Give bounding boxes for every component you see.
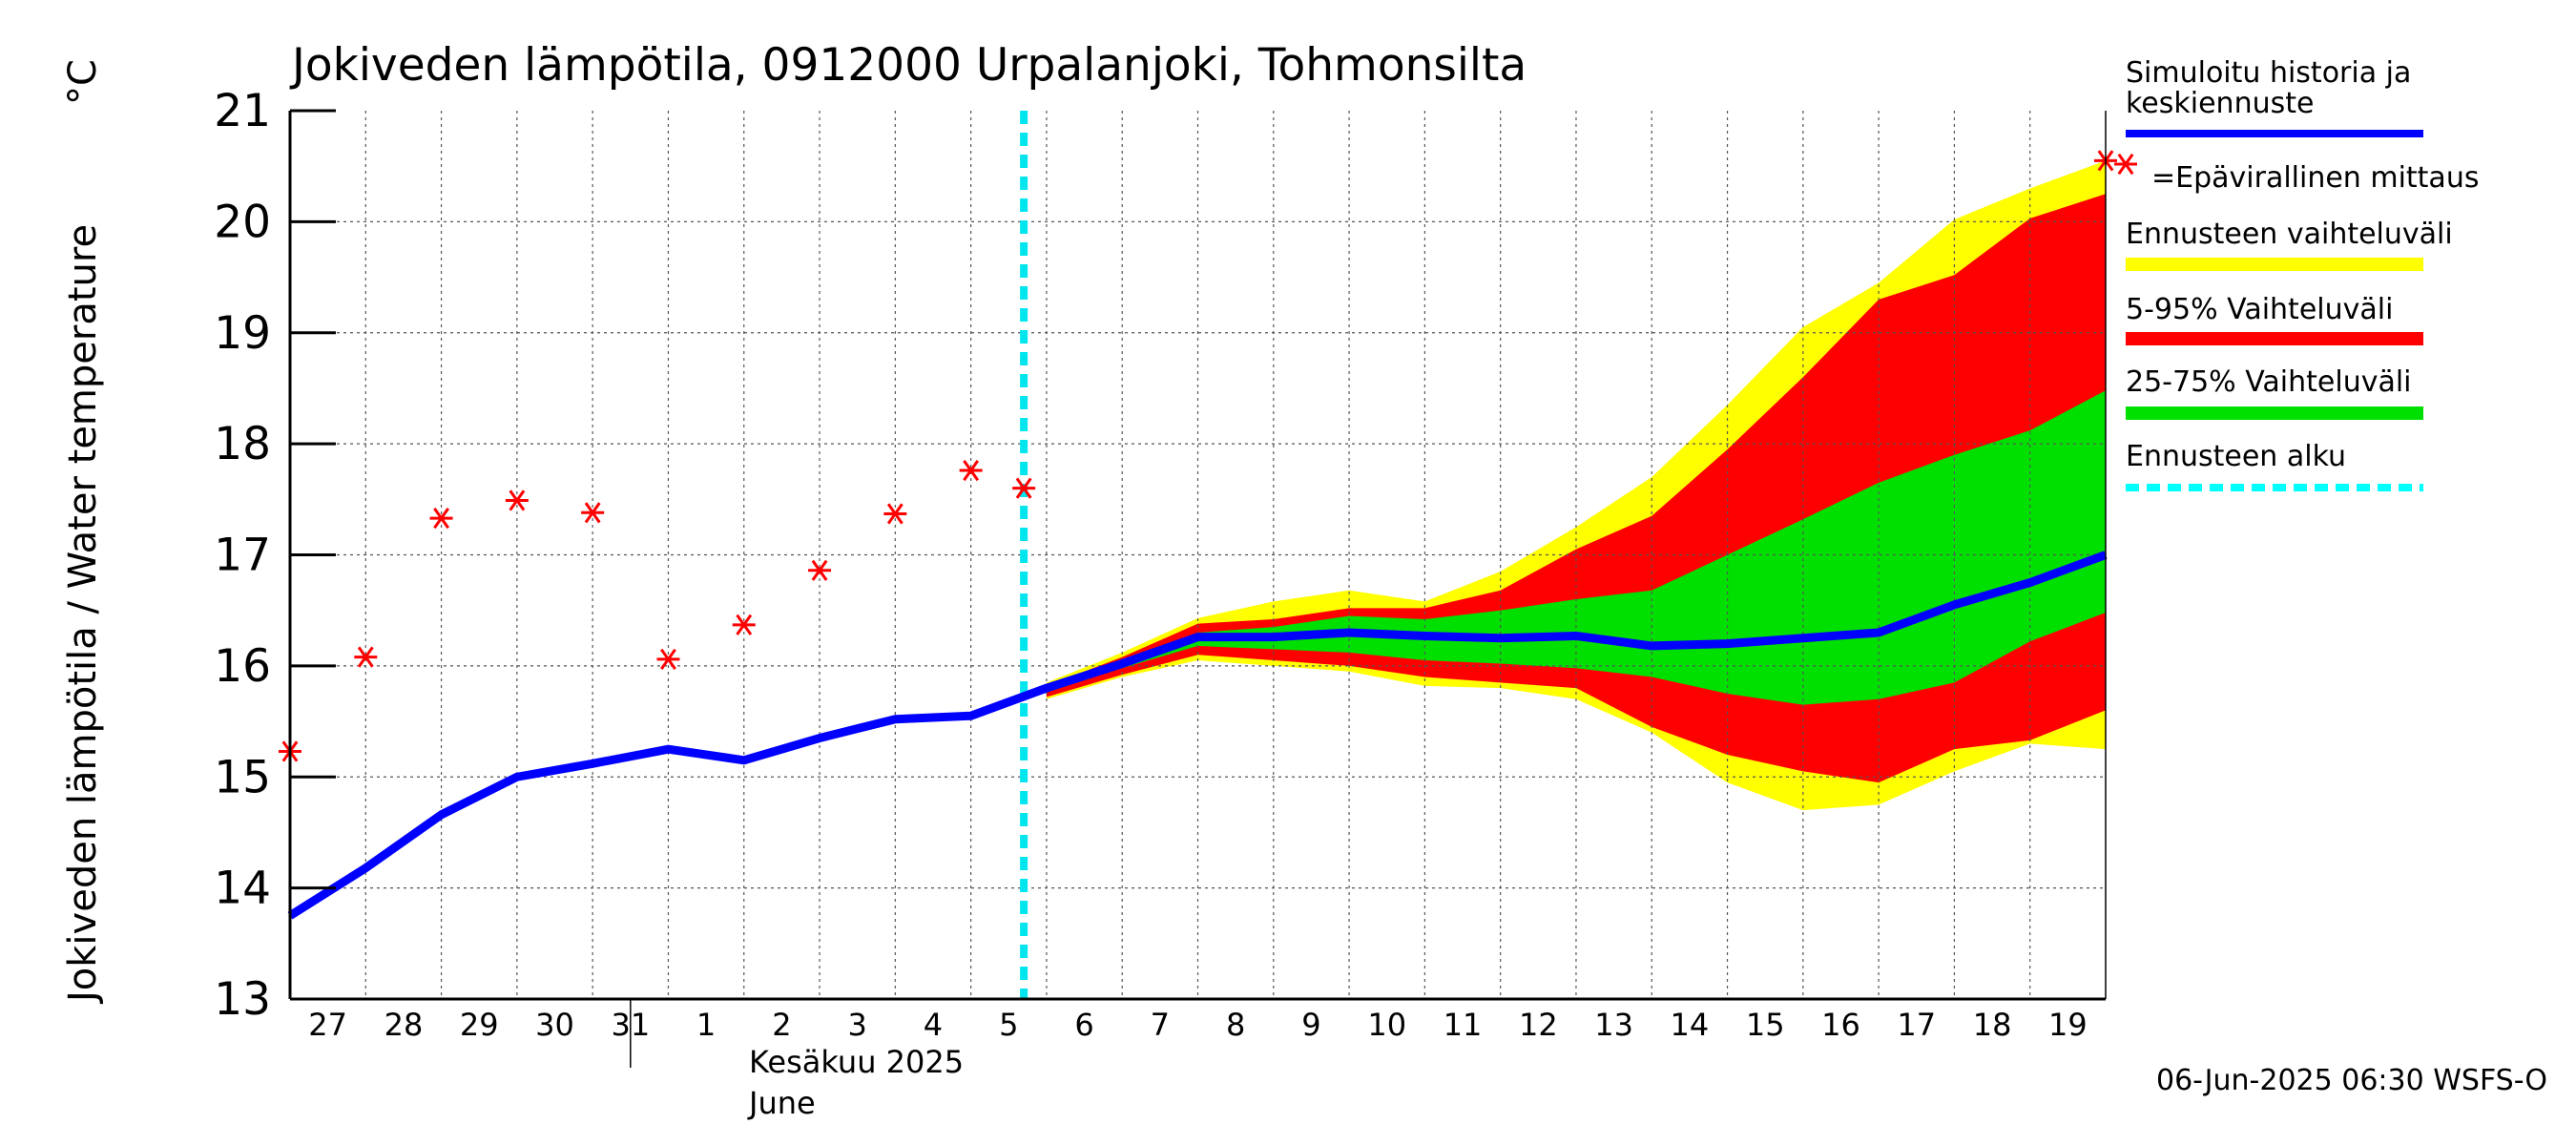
marker-stroke [357, 646, 374, 668]
marker-stroke [660, 648, 676, 670]
marker-stroke [963, 459, 980, 482]
legend-label-range: Ennusteen vaihteluväli [2126, 218, 2453, 251]
series-line [287, 551, 2108, 920]
marker-stroke [2117, 153, 2134, 176]
measurement-marker [429, 508, 453, 530]
y-tick-label: 16 [214, 640, 271, 693]
x-tick-label: 19 [2048, 1007, 2088, 1043]
measurement-marker [505, 489, 529, 511]
x-tick-label: 11 [1444, 1007, 1483, 1043]
marker-stroke [584, 502, 601, 524]
x-tick-label: 13 [1594, 1007, 1633, 1043]
x-tick-label: 4 [924, 1007, 943, 1043]
y-tick-label: 13 [214, 973, 271, 1026]
x-tick-label: 1 [696, 1007, 716, 1043]
y-tick-label: 14 [214, 863, 271, 915]
y-tick-label: 19 [214, 307, 271, 360]
y-axis-unit: °C [61, 59, 105, 105]
x-tick-label: 6 [1074, 1007, 1093, 1043]
y-tick-label: 17 [214, 530, 271, 582]
measurement-marker [808, 559, 832, 581]
legend-label-measurement: =Epävirallinen mittaus [2151, 161, 2479, 195]
legend-label-forecast-start: Ennusteen alku [2126, 440, 2346, 473]
y-tick-label: 20 [214, 196, 271, 248]
legend: Simuloitu historia ja keskiennuste =Epäv… [2114, 56, 2479, 491]
measurement-marker [883, 503, 907, 525]
marker-stroke [433, 508, 450, 530]
y-axis-label: Jokiveden lämpötila / Water temperature [61, 224, 105, 1005]
marker-stroke [811, 559, 828, 581]
footer-timestamp: 06-Jun-2025 06:30 WSFS-O [2156, 1064, 2547, 1097]
measurement-marker [656, 648, 680, 670]
x-tick-labels: 27 28 29 30 31 1 2 3 4 5 6 7 8 9 10 11 12 13 14 15 16 17 18 19 [308, 1007, 2087, 1043]
marker-stroke [509, 489, 526, 511]
measurement-marker [354, 646, 378, 668]
x-tick-label: 28 [384, 1007, 424, 1043]
x-tick-label: 5 [999, 1007, 1018, 1043]
legend-label-5-95: 5-95% Vaihteluväli [2126, 293, 2393, 326]
measurement-marker [581, 502, 605, 524]
x-tick-label: 10 [1367, 1007, 1406, 1043]
y-tick-labels: 13 14 15 16 17 18 19 20 21 [214, 85, 271, 1026]
legend-label-line2: keskiennuste [2126, 87, 2314, 120]
x-tick-label: 15 [1746, 1007, 1785, 1043]
x-tick-label: 12 [1519, 1007, 1558, 1043]
x-tick-label: 14 [1671, 1007, 1710, 1043]
month-label-en: June [747, 1085, 816, 1121]
x-tick-label: 17 [1897, 1007, 1936, 1043]
x-tick-label: 16 [1821, 1007, 1860, 1043]
legend-swatch-measurement [2114, 153, 2137, 176]
x-tick-label: 9 [1301, 1007, 1320, 1043]
y-tick-label: 15 [214, 751, 271, 803]
x-tick-label: 3 [848, 1007, 867, 1043]
month-label-fi: Kesäkuu 2025 [749, 1044, 964, 1080]
measurement-marker [959, 459, 983, 482]
measurement-marker [1012, 477, 1036, 499]
legend-label-25-75: 25-75% Vaihteluväli [2126, 365, 2412, 399]
x-tick-label: 8 [1226, 1007, 1245, 1043]
legend-label-line1: Simuloitu historia ja [2126, 56, 2411, 90]
measurement-marker [732, 614, 756, 635]
marker-stroke [886, 503, 904, 525]
simulated-history-line [287, 551, 2108, 920]
x-tick-label: 2 [772, 1007, 791, 1043]
y-tick-label: 18 [214, 418, 271, 470]
marker-stroke [1015, 477, 1032, 499]
x-tick-label: 27 [308, 1007, 347, 1043]
x-tick-label: 7 [1151, 1007, 1170, 1043]
x-tick-label: 31 [611, 1007, 650, 1043]
x-tick-label: 30 [535, 1007, 574, 1043]
axes [288, 109, 2107, 1068]
grid-lines [290, 111, 2106, 999]
marker-stroke [736, 614, 753, 635]
x-tick-label: 29 [460, 1007, 499, 1043]
band-2 [1046, 390, 2106, 705]
x-tick-label: 18 [1973, 1007, 2012, 1043]
y-tick-label: 21 [214, 85, 271, 137]
chart-title: Jokiveden lämpötila, 0912000 Urpalanjoki… [289, 39, 1527, 92]
